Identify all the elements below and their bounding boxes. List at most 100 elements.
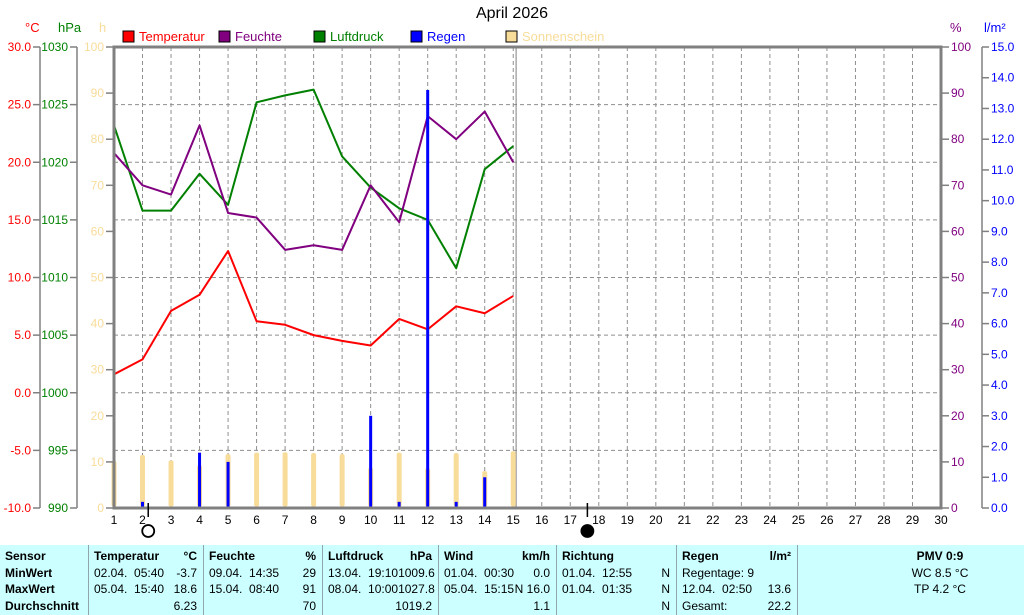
stats-value-time: 01.04. 12:55 [562, 565, 633, 580]
stats-header-row: Regen l/m² [682, 548, 791, 565]
axis-%: 0 10 20 30 40 50 60 70 80 90 100% [942, 20, 971, 515]
svg-text:50: 50 [951, 271, 965, 285]
legend-item-temperatur: Temperatur [122, 29, 205, 44]
svg-text:90: 90 [91, 86, 105, 100]
stats-header-row: Richtung [562, 548, 670, 565]
stats-header-name: Temperatur [94, 549, 160, 564]
svg-text:13.0: 13.0 [991, 101, 1015, 115]
pmv-title-row: PMV 0:9 [862, 548, 1018, 565]
svg-text:40: 40 [91, 317, 105, 331]
svg-text:12.0: 12.0 [991, 132, 1015, 146]
stats-value-row: Gesamt: 22.2 [682, 598, 791, 615]
stats-value-time: 12.04. 02:50 [682, 582, 753, 597]
svg-text:8: 8 [310, 513, 317, 527]
svg-text:5.0: 5.0 [14, 328, 31, 342]
pmv-windchill-row: WC 8.5 °C [862, 565, 1018, 582]
svg-text:3.0: 3.0 [991, 409, 1008, 423]
svg-text:%: % [950, 20, 962, 35]
stats-value-row: 12.04. 02:50 13.6 [682, 581, 791, 598]
stats-value-number: 13.6 [767, 582, 791, 597]
stats-value-number: 0.0 [533, 565, 550, 580]
svg-text:40: 40 [951, 317, 965, 331]
stats-header-row: Wind km/h [444, 548, 550, 565]
stats-header-unit: hPa [409, 549, 432, 564]
stats-column-pmv: PMV 0:9 WC 8.5 °C TP 4.2 °C [798, 545, 1024, 615]
legend-item-feuchte: Feuchte [218, 29, 282, 44]
svg-text:2: 2 [139, 513, 146, 527]
stats-value-time: Regentage: 9 [682, 565, 755, 580]
pmv-dewpoint: TP 4.2 °C [914, 582, 966, 597]
stats-value-number: N [661, 598, 670, 613]
svg-text:7: 7 [282, 513, 289, 527]
svg-text:50: 50 [91, 271, 105, 285]
stats-value-row: 02.04. 05:40 -3.7 [94, 565, 197, 582]
svg-text:4.0: 4.0 [991, 378, 1008, 392]
stats-header-row: Temperatur °C [94, 548, 197, 565]
svg-text:1010: 1010 [41, 271, 68, 285]
sonnenschein-bars [111, 451, 516, 507]
svg-text:18: 18 [592, 513, 606, 527]
svg-text:8.0: 8.0 [991, 255, 1008, 269]
svg-text:60: 60 [91, 224, 105, 238]
svg-text:0.0: 0.0 [991, 501, 1008, 515]
svg-text:14: 14 [478, 513, 492, 527]
moon-full-icon [141, 503, 156, 538]
svg-text:7.0: 7.0 [991, 286, 1008, 300]
stats-column-richtung: Richtung 01.04. 12:55 N 01.04. 01:35 N N [557, 545, 677, 615]
stats-value-row: 01.04. 12:55 N [562, 565, 670, 582]
legend-item-luftdruck: Luftdruck [313, 29, 384, 44]
stats-value-time: 09.04. 14:35 [209, 565, 280, 580]
stats-row-label-text: MaxWert [5, 582, 55, 597]
legend-item-regen: Regen [410, 29, 465, 44]
stats-header-row: Feuchte% [209, 548, 316, 565]
svg-text:11.0: 11.0 [991, 163, 1014, 177]
stats-value-row: 01.04. 00:30 0.0 [444, 565, 550, 582]
stats-header-row: Luftdruck hPa [328, 548, 432, 565]
stats-value-row: N [562, 598, 670, 615]
svg-text:15.0: 15.0 [8, 213, 32, 227]
svg-text:1015: 1015 [41, 213, 68, 227]
svg-text:30: 30 [91, 363, 105, 377]
stats-value-time: 13.04. 19:10 [328, 565, 399, 580]
svg-text:995: 995 [48, 443, 68, 457]
stats-header-name: Wind [444, 549, 474, 564]
feuchte-line [113, 110, 515, 251]
sensor-stats-table: Sensor MinWert MaxWert Durchschnitt Temperat… [0, 545, 1024, 615]
svg-text:-10.0: -10.0 [4, 501, 32, 515]
svg-text:Sonnenschein: Sonnenschein [522, 29, 604, 44]
stats-value-row: 6.23 [94, 598, 197, 615]
svg-text:4: 4 [196, 513, 203, 527]
svg-text:19: 19 [621, 513, 635, 527]
svg-text:6: 6 [253, 513, 260, 527]
svg-text:5: 5 [225, 513, 232, 527]
stats-value-time: 01.04. 01:35 [562, 582, 633, 597]
svg-text:26: 26 [820, 513, 834, 527]
svg-text:Feuchte: Feuchte [235, 29, 282, 44]
stats-column-luftdruck: Luftdruck hPa 13.04. 19:10 1009.6 08.04. 10:… [323, 545, 439, 615]
svg-text:23: 23 [735, 513, 749, 527]
svg-text:9.0: 9.0 [991, 224, 1008, 238]
svg-text:13: 13 [450, 513, 464, 527]
svg-text:29: 29 [906, 513, 920, 527]
svg-text:80: 80 [951, 132, 965, 146]
axis-h: 0 10 20 30 40 50 60 70 80 90 100 h [84, 20, 113, 515]
svg-text:1000: 1000 [41, 386, 68, 400]
svg-text:10: 10 [951, 455, 965, 469]
stats-value-row: 05.04. 15:15 N 16.0 [444, 581, 550, 598]
stats-value-row: 01.04. 01:35 N [562, 581, 670, 598]
stats-row-label: MinWert [5, 565, 82, 582]
stats-column-wind: Wind km/h 01.04. 00:30 0.0 05.04. 15:15 N 16.… [439, 545, 557, 615]
svg-text:-5.0: -5.0 [10, 443, 31, 457]
svg-text:990: 990 [48, 501, 68, 515]
stats-value-number: N [661, 582, 670, 597]
svg-text:24: 24 [763, 513, 777, 527]
svg-text:0: 0 [97, 501, 104, 515]
stats-value-row: 1019.2 [328, 598, 432, 615]
temperatur-line [113, 249, 514, 376]
svg-text:100: 100 [84, 40, 104, 54]
svg-text:1.0: 1.0 [991, 470, 1008, 484]
stats-header-unit: % [305, 549, 316, 564]
svg-text:90: 90 [951, 86, 965, 100]
svg-text:30.0: 30.0 [8, 40, 32, 54]
plot-frame [112, 45, 943, 510]
